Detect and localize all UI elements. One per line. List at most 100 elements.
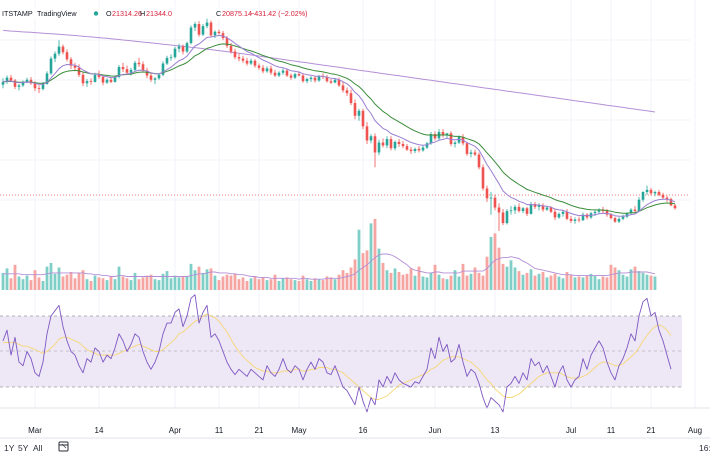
candle [597, 208, 601, 214]
volume-bar [641, 272, 645, 290]
volume-bar [521, 274, 525, 290]
volume-bar [253, 276, 257, 290]
candle-body [605, 211, 609, 215]
volume-bar [513, 267, 517, 290]
candle-body [441, 132, 445, 136]
candle [405, 144, 409, 152]
candle [173, 46, 177, 59]
candle-body [329, 81, 333, 83]
candle-body [493, 197, 497, 208]
volume-bar [305, 279, 309, 290]
candle-body [197, 24, 201, 35]
candle [637, 196, 641, 212]
candle [241, 55, 245, 63]
rsi-lines [2, 294, 672, 413]
candle-body [97, 74, 101, 77]
candle-body [101, 76, 105, 83]
volume-bar [581, 277, 585, 290]
candle-body [337, 79, 341, 86]
candle [277, 71, 281, 77]
volume-bar [101, 278, 105, 290]
volume-bar [573, 277, 577, 290]
ohlc-close-value: 20875.14 [222, 9, 252, 18]
moving-average-lines [2, 35, 676, 217]
candle [37, 85, 41, 94]
candle [329, 79, 333, 84]
range-button-5y[interactable]: 5Y [18, 443, 29, 453]
candle [577, 216, 581, 223]
candle-body [425, 143, 429, 148]
candle-body [325, 76, 329, 82]
legend-symbol[interactable]: ITSTAMP [2, 9, 33, 18]
volume-bar [565, 272, 569, 290]
candle-body [9, 77, 13, 81]
candle [105, 78, 109, 84]
volume-bar [29, 280, 33, 290]
candle-body [269, 68, 273, 73]
candle-body [629, 209, 633, 214]
candle-body [653, 192, 657, 194]
candle-body [205, 22, 209, 27]
candle [585, 213, 589, 220]
candle-body [185, 43, 189, 52]
range-button-all[interactable]: All [33, 443, 43, 453]
candle [613, 216, 617, 224]
candle [517, 203, 521, 213]
candle [537, 203, 541, 211]
candle [421, 145, 425, 152]
candle-body [597, 209, 601, 212]
volume-bar [545, 277, 549, 290]
volume-bar [121, 276, 125, 290]
volume-bar [529, 269, 533, 290]
volume-bar [401, 274, 405, 290]
volume-bar [1, 272, 5, 290]
candle-body [453, 142, 457, 144]
volume-bar [293, 280, 297, 290]
candle [425, 141, 429, 149]
candle-body [353, 103, 357, 116]
candle [657, 189, 661, 197]
volume-bar [497, 247, 501, 290]
volume-bar [509, 260, 513, 290]
candle-body [173, 48, 177, 58]
candle [641, 191, 645, 202]
candle [433, 131, 437, 141]
date-range-icon[interactable] [58, 441, 69, 452]
volume-bar [149, 274, 153, 290]
candle-body [489, 197, 493, 199]
volume-bar [273, 274, 277, 290]
volume-bar [621, 274, 625, 290]
candle [109, 77, 113, 84]
volume-bar [369, 223, 373, 290]
volume-bar [601, 276, 605, 290]
volume-bar [349, 267, 353, 290]
x-tick-label: 11 [215, 426, 224, 435]
candle-body [93, 74, 97, 82]
candle-body [673, 205, 677, 209]
x-tick-label: 13 [491, 426, 500, 435]
candle-body [333, 79, 337, 83]
volume-bar [485, 256, 489, 290]
candle-body [541, 205, 545, 210]
volume-bar [153, 279, 157, 290]
candle-body [401, 144, 405, 147]
candle-body [561, 211, 565, 214]
candle-body [549, 207, 553, 212]
volume-bar [113, 279, 117, 290]
candle [149, 72, 153, 82]
candle [233, 48, 237, 60]
candle [629, 208, 633, 215]
candle [61, 44, 65, 55]
candle [269, 65, 273, 75]
candle [121, 62, 125, 72]
candle [481, 164, 485, 191]
candle-body [37, 88, 41, 90]
volume-bar [185, 276, 189, 290]
range-button-1y[interactable]: 1Y [4, 443, 15, 453]
candle [413, 147, 417, 154]
candle-body [565, 211, 569, 219]
candle-body [469, 152, 473, 154]
volume-bar [245, 281, 249, 290]
candle [13, 79, 17, 89]
